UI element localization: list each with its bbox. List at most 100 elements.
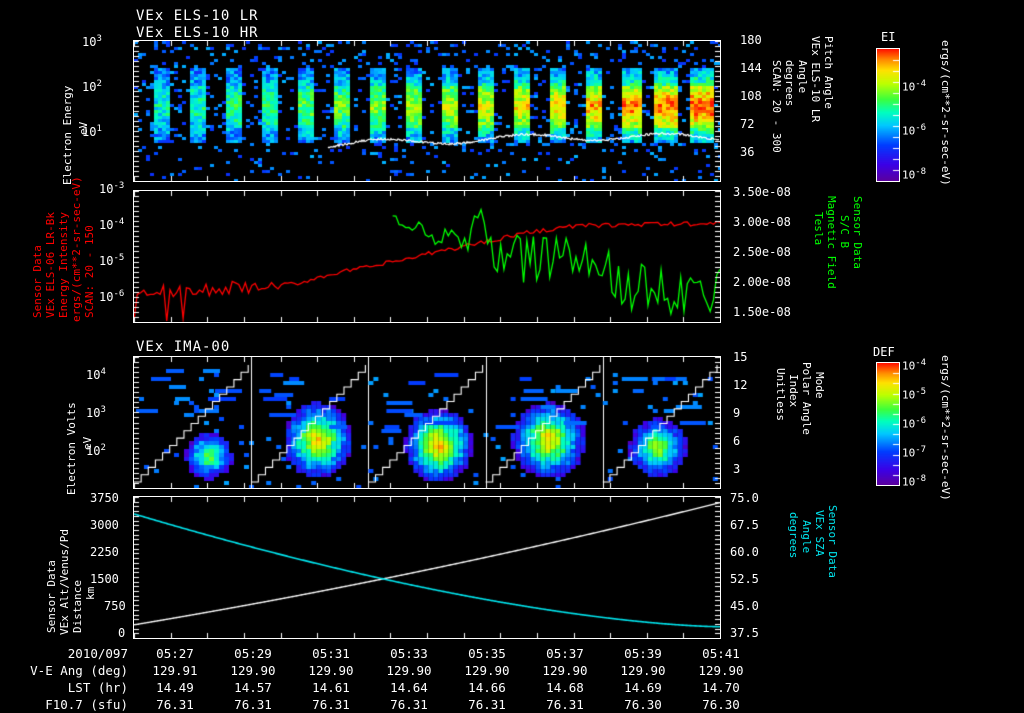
- panel4-ytick-3: 1500: [90, 572, 119, 586]
- table-cell: 76.31: [156, 697, 194, 712]
- panel3-right-label-1: Polar Angle: [800, 362, 813, 435]
- panel2-ytick-3: 10-6: [99, 289, 125, 304]
- table-cell: 14.57: [234, 680, 272, 695]
- panel4-ytick2-4: 45.0: [730, 599, 759, 613]
- table-cell: 129.90: [542, 663, 588, 678]
- table-cell: 76.30: [702, 697, 740, 712]
- panel2-ytick-0: 10-3: [99, 181, 125, 196]
- panel1-spectrogram[interactable]: [133, 40, 721, 182]
- table-cell: 129.90: [464, 663, 510, 678]
- panel1-cbtick-1: 10-6: [902, 123, 927, 138]
- panel2-ytick-1: 10-4: [99, 217, 125, 232]
- panel4-ytick2-0: 75.0: [730, 491, 759, 505]
- panel4-ytick-4: 750: [104, 599, 126, 613]
- table-cell: 14.66: [468, 680, 506, 695]
- panel3-right-label-2: Index: [787, 374, 800, 408]
- panel1-right-label-4: SCAN: 20 - 300: [770, 60, 783, 153]
- panel2-ytick2-1: 3.00e-08: [733, 215, 791, 229]
- panel2-timeseries[interactable]: [133, 190, 721, 323]
- panel4-ytick-5: 0: [118, 626, 126, 640]
- panel2-ytick-2: 10-5: [99, 253, 125, 268]
- table-cell: 14.70: [702, 680, 740, 695]
- table-cell: 14.64: [390, 680, 428, 695]
- table-row: LST (hr) 14.49 14.57 14.61 14.64 14.66 14.68 14…: [8, 679, 760, 696]
- table-cell: 05:35: [468, 646, 506, 661]
- panel1-colorbar-units: ergs/(cm**2-sr-sec-eV): [939, 40, 952, 186]
- panel1-right-label-3: degrees: [783, 60, 796, 107]
- table-cell: 76.30: [624, 697, 662, 712]
- table-row: F10.7 (sfu) 76.31 76.31 76.31 76.31 76.31 76.3…: [8, 696, 760, 713]
- panel4-altitude-sza[interactable]: [133, 496, 721, 639]
- table-row-label: 2010/097: [67, 646, 128, 661]
- panel1-ytick-100: 102: [82, 79, 102, 94]
- panel1-colorbar-title: EI: [881, 30, 896, 44]
- panel4-right-label-1: VEx SZA: [813, 510, 826, 557]
- panel3-cbtick-2: 10-6: [902, 416, 927, 431]
- panel1-ytick2-180: 180: [740, 33, 762, 47]
- table-cell: 14.69: [624, 680, 662, 695]
- panel4-ytick2-2: 60.0: [730, 545, 759, 559]
- table-cell: 14.68: [546, 680, 584, 695]
- panel2-ytick2-2: 2.50e-08: [733, 245, 791, 259]
- panel3-colorbar-title: DEF: [873, 345, 895, 359]
- table-cell: 76.31: [546, 697, 584, 712]
- panel1-ytick2-36: 36: [740, 145, 755, 159]
- panel4-ytick-2: 2250: [90, 545, 119, 559]
- panel4-ytick2-3: 52.5: [730, 572, 759, 586]
- panel2-right-label-1: S/C B: [838, 215, 851, 249]
- panel3-cbtick-0: 10-4: [902, 358, 927, 373]
- table-cell: 05:39: [624, 646, 662, 661]
- panel3-cbtick-4: 10-8: [902, 474, 927, 489]
- panel4-right-label-3: degrees: [787, 512, 800, 559]
- panel3-cbtick-3: 10-7: [902, 445, 927, 460]
- table-cell: 76.31: [312, 697, 350, 712]
- panel1-right-label-0: Pitch Angle: [822, 36, 835, 109]
- panel4-right-label-0: Sensor Data: [826, 505, 839, 578]
- panel4-right-label-2: Angle: [800, 520, 813, 554]
- panel2-ytick2-3: 2.00e-08: [733, 275, 791, 289]
- panel1-ytick2-72: 72: [740, 117, 755, 131]
- table-cell: 14.49: [156, 680, 194, 695]
- panel3-ytick2-2: 9: [733, 406, 741, 420]
- table-cell: 05:27: [156, 646, 194, 661]
- table-cell: 05:41: [702, 646, 740, 661]
- panel2-ytick2-0: 3.50e-08: [733, 185, 791, 199]
- panel1-ytick-1000: 103: [82, 34, 102, 49]
- table-row-label: F10.7 (sfu): [45, 697, 128, 712]
- panel1-title-hr: VEx ELS-10 HR: [136, 25, 259, 41]
- panel1-ytick2-108: 108: [740, 89, 762, 103]
- table-cell: 76.31: [468, 697, 506, 712]
- table-cell: 129.90: [308, 663, 354, 678]
- panel3-ytick-1: 103: [86, 405, 106, 420]
- panel3-ytick2-4: 3: [733, 462, 741, 476]
- panel3-right-label-3: Unitless: [774, 368, 787, 421]
- panel4-ytick-1: 3000: [90, 518, 119, 532]
- panel3-ytick-2: 102: [86, 443, 106, 458]
- panel4-ytick2-5: 37.5: [730, 626, 759, 640]
- panel4-ytick2-1: 67.5: [730, 518, 759, 532]
- table-cell: 76.31: [234, 697, 272, 712]
- table-cell: 129.90: [698, 663, 744, 678]
- panel4-ytick-0: 3750: [90, 491, 119, 505]
- panel3-title: VEx IMA-00: [136, 339, 231, 355]
- panel3-ytick-0: 104: [86, 367, 106, 382]
- panel1-ytick-10: 101: [82, 124, 102, 139]
- panel1-right-label-2: Angle: [796, 60, 809, 94]
- panel3-colorbar: [876, 362, 900, 486]
- panel3-ytick2-0: 15: [733, 350, 748, 364]
- panel3-right-label-0: Mode: [813, 372, 826, 399]
- panel1-cbtick-2: 10-8: [902, 167, 927, 182]
- panel2-right-label-0: Sensor Data: [851, 196, 864, 269]
- table-cell: 129.91: [152, 663, 198, 678]
- panel1-title-lr: VEx ELS-10 LR: [136, 8, 259, 24]
- table-cell: 129.90: [620, 663, 666, 678]
- table-cell: 76.31: [390, 697, 428, 712]
- table-cell: 05:33: [390, 646, 428, 661]
- table-cell: 05:37: [546, 646, 584, 661]
- panel3-spectrogram[interactable]: [133, 356, 721, 489]
- table-cell: 05:31: [312, 646, 350, 661]
- parameter-table: 2010/097 05:27 05:29 05:31 05:33 05:35 05:37 05…: [8, 645, 760, 713]
- table-cell: 05:29: [234, 646, 272, 661]
- panel3-cbtick-1: 10-5: [902, 387, 927, 402]
- panel2-left-label-4: SCAN: 20 - 150: [83, 225, 96, 318]
